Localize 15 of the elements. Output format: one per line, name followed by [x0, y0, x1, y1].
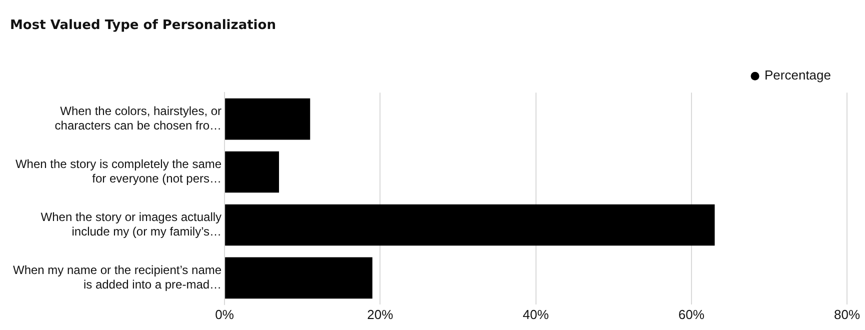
y-tick-label: When the story or images actually include my (or my family’s…: [40, 210, 222, 238]
y-tick-label: When the story is completely the same for everyone (not pers…: [15, 157, 222, 186]
bar: [225, 98, 310, 140]
x-tick-label: 80%: [834, 306, 860, 322]
bar: [225, 204, 715, 246]
chart-title: Most Valued Type of Personalization: [10, 18, 276, 34]
x-tick-label: 40%: [522, 306, 550, 322]
x-tick-label: 20%: [367, 306, 394, 322]
legend-label: Percentage: [764, 68, 832, 83]
y-tick-label: When the colors, hairstyles, or characters can be chosen fro…: [54, 104, 222, 133]
x-tick-label: 60%: [678, 306, 705, 322]
bar: [225, 151, 280, 193]
x-tick-label: 0%: [215, 306, 234, 322]
bar: [225, 257, 372, 299]
y-tick-label: When my name or the recipient’s name is added into a pre-mad…: [12, 263, 222, 292]
